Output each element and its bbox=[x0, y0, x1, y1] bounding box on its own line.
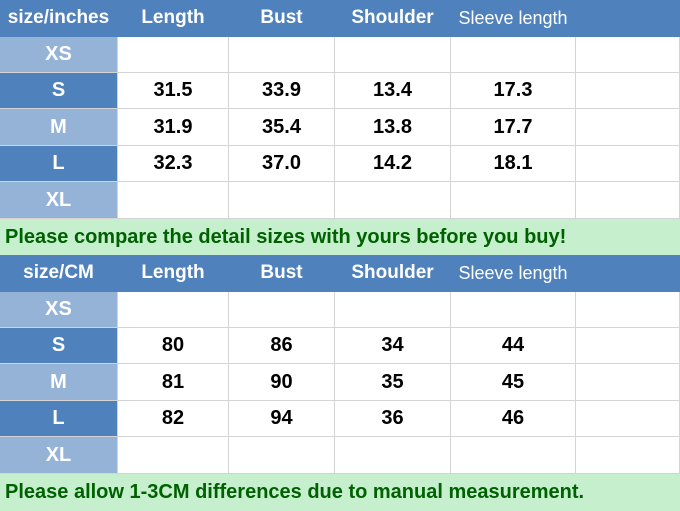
table-cell bbox=[576, 182, 680, 219]
table-cell bbox=[229, 37, 335, 73]
table-cell: 33.9 bbox=[229, 73, 335, 109]
table-cell bbox=[576, 73, 680, 109]
table-cell: 17.7 bbox=[451, 109, 576, 146]
table-cell: 81 bbox=[118, 364, 229, 401]
measurement-note-banner: Please allow 1-3CM differences due to ma… bbox=[0, 474, 680, 511]
size-label: M bbox=[0, 364, 118, 401]
column-header: Shoulder bbox=[335, 0, 451, 37]
size-label: L bbox=[0, 401, 118, 437]
column-header: size/inches bbox=[0, 0, 118, 37]
compare-note-banner: Please compare the detail sizes with you… bbox=[0, 219, 680, 255]
table-cell: 17.3 bbox=[451, 73, 576, 109]
column-header: Sleeve length bbox=[451, 255, 576, 292]
column-header bbox=[576, 0, 680, 37]
table-cell bbox=[229, 437, 335, 474]
table-cell bbox=[576, 109, 680, 146]
table-cell bbox=[451, 437, 576, 474]
table-cell: 46 bbox=[451, 401, 576, 437]
column-header: size/CM bbox=[0, 255, 118, 292]
table-cell bbox=[118, 37, 229, 73]
table-cell bbox=[576, 37, 680, 73]
table-cell bbox=[229, 292, 335, 328]
column-header bbox=[576, 255, 680, 292]
column-header: Length bbox=[118, 0, 229, 37]
table-cell bbox=[335, 37, 451, 73]
table-cell: 80 bbox=[118, 328, 229, 364]
table-cell bbox=[335, 182, 451, 219]
table-cell: 34 bbox=[335, 328, 451, 364]
table-cell bbox=[451, 292, 576, 328]
table-cell: 32.3 bbox=[118, 146, 229, 182]
table-cell: 36 bbox=[335, 401, 451, 437]
column-header: Length bbox=[118, 255, 229, 292]
table-cell: 35 bbox=[335, 364, 451, 401]
table-cell: 94 bbox=[229, 401, 335, 437]
table-cell bbox=[451, 182, 576, 219]
size-table-cm: size/CM Length Bust Shoulder Sleeve length XS… bbox=[0, 255, 680, 474]
table-cell: 18.1 bbox=[451, 146, 576, 182]
size-label: XS bbox=[0, 292, 118, 328]
table-cell: 14.2 bbox=[335, 146, 451, 182]
table-cell bbox=[576, 146, 680, 182]
table-cell bbox=[118, 437, 229, 474]
size-table-inches: size/inches Length Bust Shoulder Sleeve leng… bbox=[0, 0, 680, 219]
table-cell bbox=[118, 292, 229, 328]
size-label: XL bbox=[0, 182, 118, 219]
table-cell bbox=[451, 37, 576, 73]
column-header: Bust bbox=[229, 0, 335, 37]
table-cell bbox=[576, 292, 680, 328]
table-cell: 86 bbox=[229, 328, 335, 364]
size-label: S bbox=[0, 73, 118, 109]
table-cell: 31.5 bbox=[118, 73, 229, 109]
size-label: L bbox=[0, 146, 118, 182]
table-cell: 44 bbox=[451, 328, 576, 364]
table-cell bbox=[576, 401, 680, 437]
size-label: M bbox=[0, 109, 118, 146]
table-cell bbox=[576, 328, 680, 364]
table-cell: 37.0 bbox=[229, 146, 335, 182]
column-header: Shoulder bbox=[335, 255, 451, 292]
table-cell: 82 bbox=[118, 401, 229, 437]
column-header: Sleeve length bbox=[451, 0, 576, 37]
column-header: Bust bbox=[229, 255, 335, 292]
table-cell: 90 bbox=[229, 364, 335, 401]
table-cell: 13.4 bbox=[335, 73, 451, 109]
table-cell: 45 bbox=[451, 364, 576, 401]
table-cell bbox=[118, 182, 229, 219]
size-label: XL bbox=[0, 437, 118, 474]
table-cell: 35.4 bbox=[229, 109, 335, 146]
table-cell: 13.8 bbox=[335, 109, 451, 146]
table-cell: 31.9 bbox=[118, 109, 229, 146]
size-label: S bbox=[0, 328, 118, 364]
table-cell bbox=[335, 437, 451, 474]
table-cell bbox=[576, 364, 680, 401]
table-cell bbox=[229, 182, 335, 219]
table-cell bbox=[576, 437, 680, 474]
size-label: XS bbox=[0, 37, 118, 73]
table-cell bbox=[335, 292, 451, 328]
